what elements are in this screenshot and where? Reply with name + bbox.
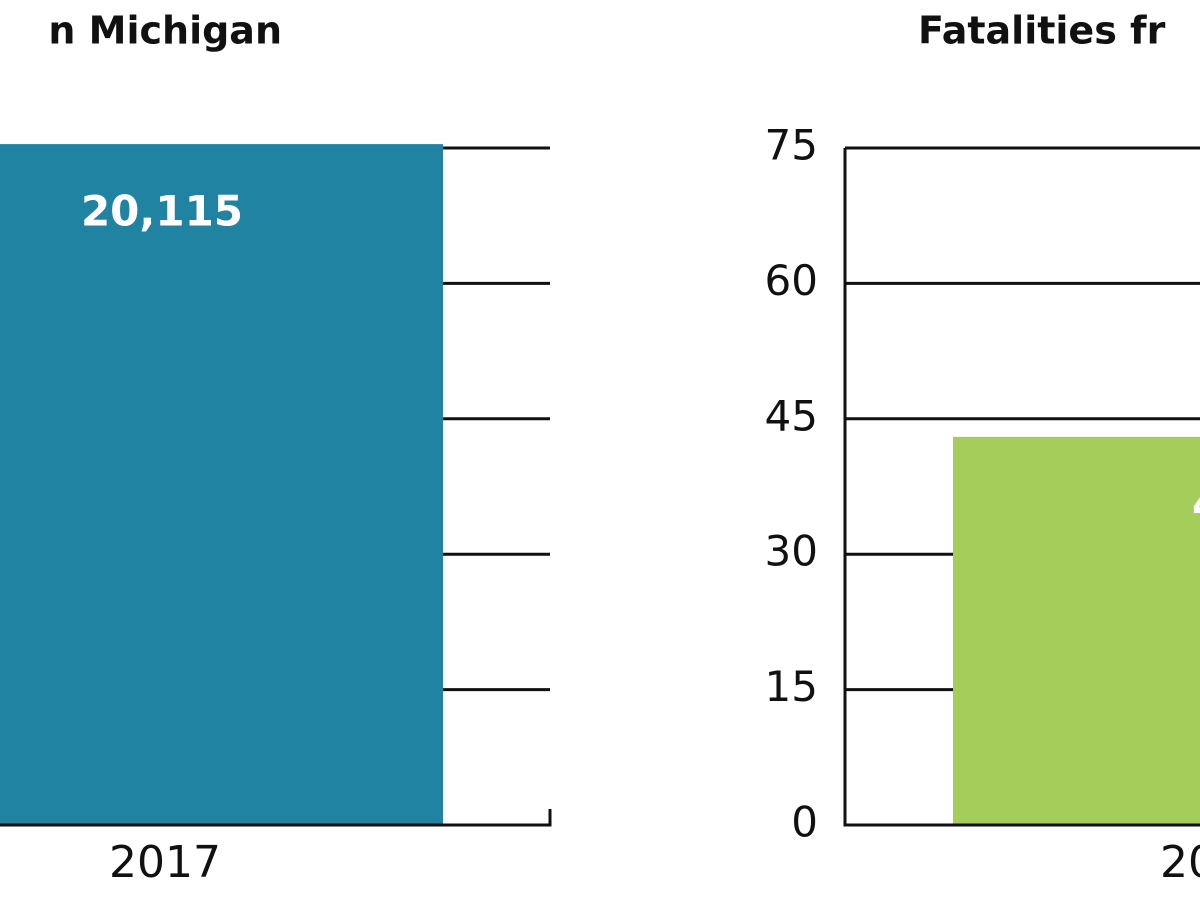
y-tick-label: 45 <box>765 391 818 440</box>
bar <box>0 144 443 826</box>
y-tick-label: 30 <box>765 527 818 576</box>
x-tick-label: 2017 <box>109 837 221 888</box>
value-label: 43 <box>1192 479 1200 528</box>
y-tick-label: 15 <box>765 662 818 711</box>
value-label: 20,115 <box>81 187 243 236</box>
x-tick-label: 2017 <box>1160 837 1200 888</box>
y-tick-label: 75 <box>765 121 818 170</box>
chart-title: Fatalities fr <box>918 9 1166 53</box>
y-tick-label: 0 <box>791 798 818 847</box>
chart-title: n Michigan <box>48 9 282 53</box>
bar <box>953 436 1200 825</box>
y-tick-label: 60 <box>765 256 818 305</box>
